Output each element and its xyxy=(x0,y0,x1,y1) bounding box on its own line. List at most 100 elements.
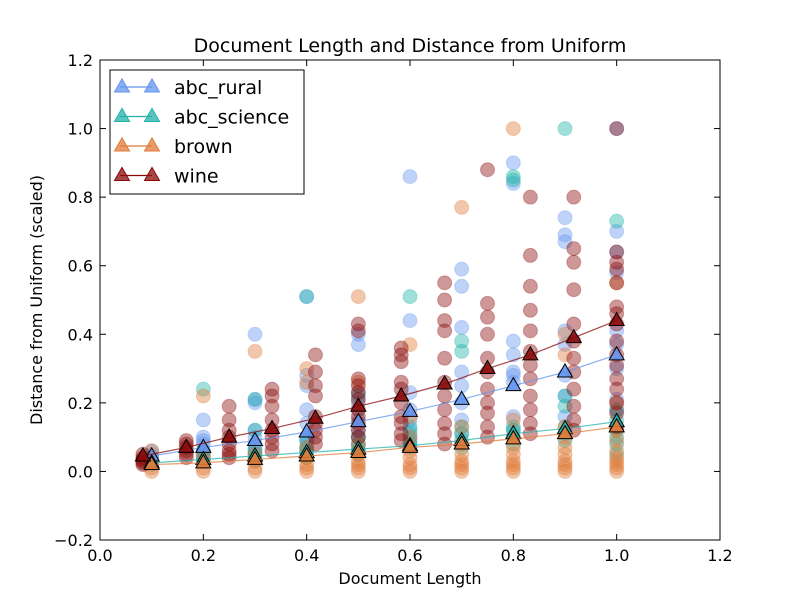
mean-marker-abc-rural xyxy=(349,412,367,428)
data-point-brown xyxy=(402,463,418,479)
series-line-abc-science xyxy=(151,421,617,464)
data-point-brown xyxy=(505,463,521,479)
data-point-brown xyxy=(505,121,521,137)
data-point-wine xyxy=(480,309,495,325)
mean-marker-wine xyxy=(307,409,324,424)
legend-entry-brown: brown xyxy=(113,136,233,158)
data-point-abc-science xyxy=(557,398,573,414)
data-point-abc-rural xyxy=(402,169,418,185)
data-point-abc-rural xyxy=(299,289,315,305)
mean-marker-wine xyxy=(263,419,281,435)
data-point-brown xyxy=(557,446,573,462)
data-point-abc-rural xyxy=(299,402,315,418)
chart-title: Document Length and Distance from Unifor… xyxy=(194,35,627,57)
legend-label: wine xyxy=(174,166,219,188)
data-point-wine xyxy=(437,436,453,452)
mean-marker-wine xyxy=(220,428,238,443)
data-point-brown xyxy=(557,439,573,455)
data-point-abc-science xyxy=(609,213,625,229)
data-point-wine xyxy=(393,347,409,363)
data-point-wine xyxy=(437,313,453,329)
data-point-brown xyxy=(609,433,625,449)
data-point-wine xyxy=(522,402,538,418)
data-point-brown xyxy=(350,463,366,479)
legend-marker xyxy=(113,136,131,152)
data-point-abc-rural xyxy=(505,333,521,349)
data-point-wine xyxy=(350,378,366,394)
data-point-wine xyxy=(566,254,582,270)
x-axis-title: Document Length xyxy=(338,569,481,588)
data-point-wine xyxy=(264,388,280,404)
legend-marker xyxy=(143,166,161,181)
data-point-abc-rural xyxy=(505,347,521,363)
y-tick-label: 0.6 xyxy=(68,257,93,276)
series-line-brown xyxy=(151,426,617,466)
data-point-abc-science xyxy=(454,333,470,349)
mean-marker-brown xyxy=(401,438,419,453)
data-point-wine xyxy=(393,415,409,431)
data-point-abc-rural xyxy=(557,210,573,226)
mean-marker-abc-rural xyxy=(298,422,316,438)
data-point-abc-rural xyxy=(609,391,625,407)
data-point-abc-rural xyxy=(247,326,263,342)
data-point-abc-rural xyxy=(609,361,625,377)
data-point-wine xyxy=(264,398,280,414)
data-point-abc-rural xyxy=(609,244,625,260)
legend-marker xyxy=(143,77,161,93)
data-point-brown xyxy=(402,460,418,476)
data-point-abc-rural xyxy=(402,313,418,329)
data-point-wine xyxy=(480,381,495,397)
data-point-abc-science xyxy=(505,169,521,185)
data-point-wine xyxy=(437,323,453,339)
data-point-wine xyxy=(437,426,453,442)
y-tick-label: 0.0 xyxy=(68,462,93,481)
data-point-brown xyxy=(609,275,625,291)
legend-entry-abc-rural: abc_rural xyxy=(113,77,262,99)
legend-marker xyxy=(113,77,131,93)
data-point-wine xyxy=(480,395,495,411)
data-point-brown xyxy=(247,463,263,479)
data-point-brown xyxy=(247,343,263,359)
data-point-abc-rural xyxy=(609,265,625,281)
data-point-brown xyxy=(454,457,470,473)
data-point-wine xyxy=(609,254,625,270)
x-tick-label: 0.0 xyxy=(87,546,112,565)
data-point-wine xyxy=(437,275,453,291)
mean-marker-wine xyxy=(522,345,539,361)
data-point-abc-science xyxy=(609,436,625,452)
data-point-wine xyxy=(609,261,625,277)
data-point-wine xyxy=(221,412,237,428)
data-point-abc-science xyxy=(505,172,521,188)
axes: 0.0 0.2 0.4 0.6 0.8 1.0 1.2−0.20.00.20.40.60.8… xyxy=(54,51,733,565)
data-point-wine xyxy=(609,121,625,137)
x-tick-label: 0.4 xyxy=(294,546,319,565)
y-tick-label: 0.8 xyxy=(68,188,93,207)
data-point-wine xyxy=(609,275,625,291)
mean-marker-abc-rural xyxy=(246,431,264,447)
data-point-brown xyxy=(454,199,470,215)
series-line-abc-rural xyxy=(151,354,617,457)
x-tick-label: 1.2 xyxy=(707,546,732,565)
data-point-wine xyxy=(437,292,453,308)
y-tick-label: 0.4 xyxy=(68,325,93,344)
data-point-abc-rural xyxy=(350,326,366,342)
data-point-brown xyxy=(454,453,470,469)
data-point-wine xyxy=(522,247,538,263)
plot-area xyxy=(134,121,626,479)
mean-marker-brown xyxy=(298,446,316,462)
data-point-wine xyxy=(566,189,582,205)
mean-marker-brown xyxy=(556,424,574,440)
mean-marker-brown xyxy=(453,434,471,450)
mean-marker-brown xyxy=(504,429,522,445)
x-tick-label: 1.0 xyxy=(604,546,629,565)
data-point-abc-rural xyxy=(247,391,263,407)
data-point-abc-science xyxy=(454,343,470,359)
data-point-brown xyxy=(505,446,521,462)
data-point-wine xyxy=(350,371,366,387)
series-wine-mean xyxy=(134,311,626,462)
data-point-wine xyxy=(437,388,453,404)
data-point-wine xyxy=(264,436,280,452)
data-point-abc-rural xyxy=(609,121,625,137)
y-tick-label: 1.2 xyxy=(68,51,93,70)
